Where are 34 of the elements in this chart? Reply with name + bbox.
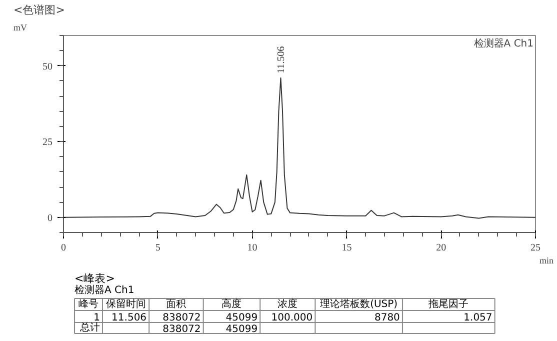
- text: 理论塔板数(USP): [320, 298, 398, 310]
- y-tick-label: 50: [42, 61, 52, 72]
- text: 838072: [162, 312, 201, 324]
- text: 总计: [78, 322, 100, 334]
- x-tick-label: 0: [61, 242, 66, 254]
- text: <峰表>: [74, 272, 115, 285]
- text: 1: [94, 312, 100, 324]
- x-tick-label: 15: [342, 242, 352, 254]
- text: 45099: [226, 312, 258, 324]
- annotation: 11.506: [276, 46, 288, 74]
- text: 11.506: [112, 312, 147, 324]
- text: 峰号: [78, 298, 98, 310]
- x-tick-label: 5: [155, 242, 160, 254]
- annotation: 检测器A Ch1: [474, 38, 534, 50]
- text: 高度: [222, 298, 242, 310]
- text: 1.057: [464, 312, 492, 324]
- x-tick-label: 20: [436, 242, 446, 254]
- x-tick-label: 10: [247, 242, 258, 254]
- y-axis-title: mV: [14, 22, 28, 32]
- text: 100.000: [271, 312, 313, 324]
- text: 浓度: [278, 298, 298, 310]
- text: 面积: [166, 299, 186, 310]
- y-tick-label: 0: [48, 212, 52, 224]
- text: 拖尾因子: [428, 298, 469, 310]
- x-tick-label: 25: [530, 242, 540, 254]
- y-tick-label: 25: [42, 137, 52, 148]
- chart-title: <色谱图>: [14, 4, 65, 16]
- text: 838072: [162, 324, 201, 335]
- text: 检测器A Ch1: [74, 284, 134, 296]
- text: 8780: [374, 312, 400, 324]
- x-axis-title: min: [540, 256, 554, 266]
- text: 45099: [226, 324, 258, 335]
- text: 保留时间: [106, 298, 146, 310]
- line-series: [64, 77, 536, 219]
